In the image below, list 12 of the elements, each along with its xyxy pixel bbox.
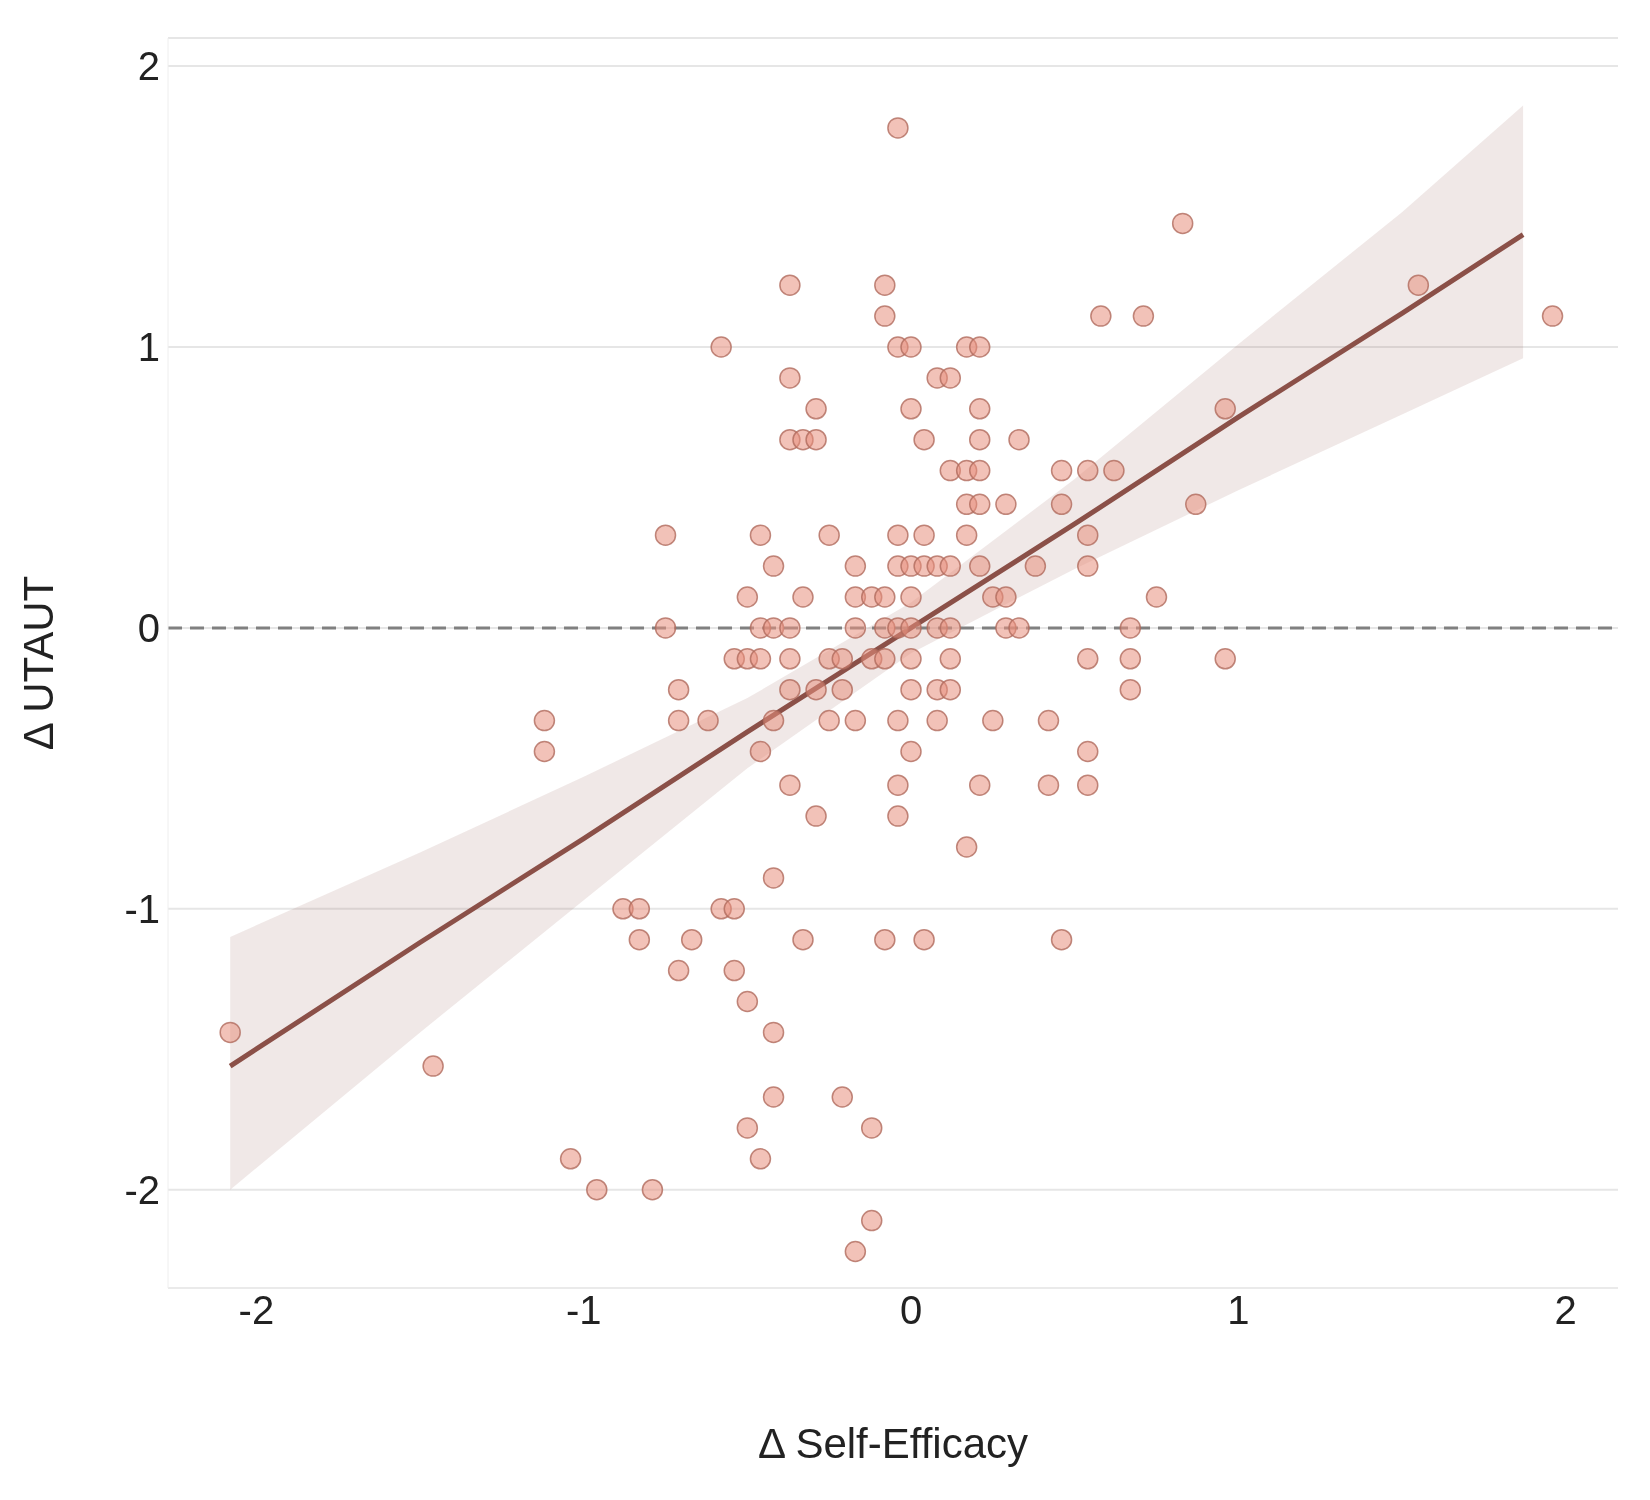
y-tick-label: 2 [137,44,160,89]
x-tick-label: 1 [1227,1288,1250,1333]
x-tick-label: 0 [899,1288,923,1333]
y-axis-title: Δ UTAUT [14,575,62,751]
x-tick-label: 2 [1554,1288,1577,1333]
y-tick-label: 0 [137,606,160,651]
x-tick-label: -2 [238,1288,275,1333]
y-tick-label: -2 [124,1167,160,1212]
y-tick-label: -1 [124,886,160,931]
x-axis-title: Δ Self-Efficacy [757,1420,1029,1467]
x-tick-label: -1 [565,1288,602,1333]
y-tick-label: 1 [137,325,160,370]
